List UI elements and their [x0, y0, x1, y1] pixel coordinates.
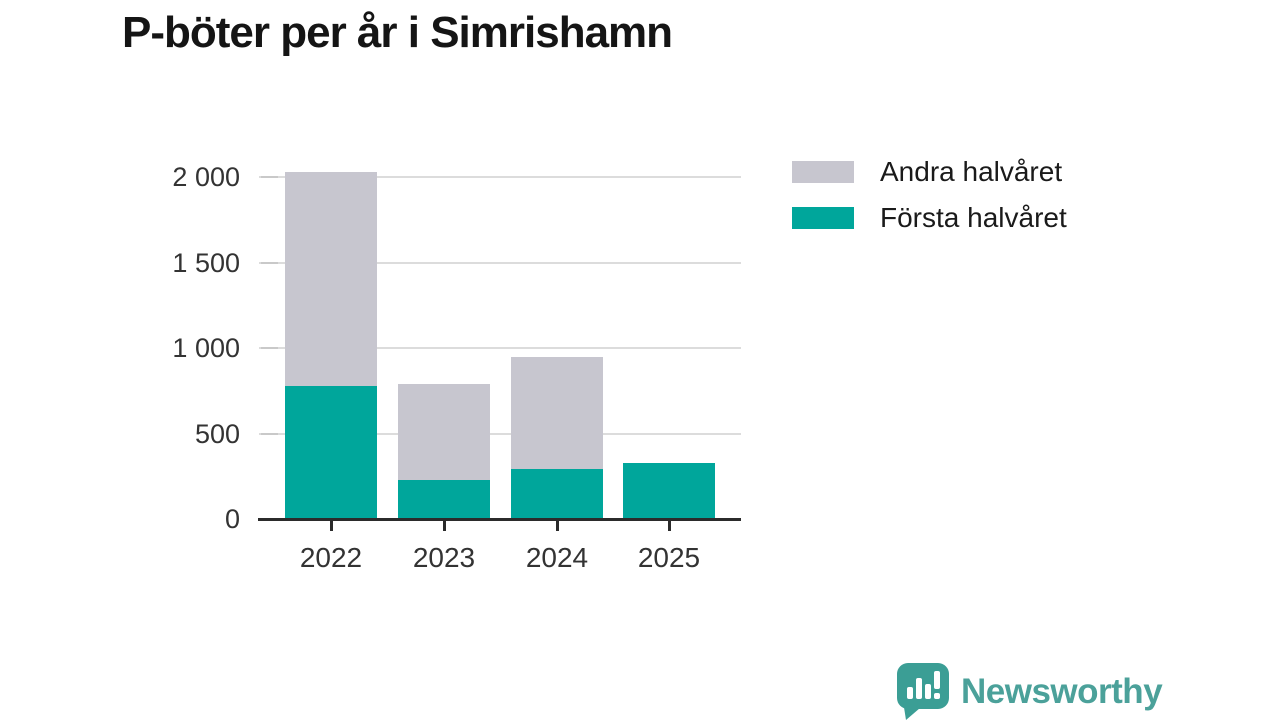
- bar-segment-2024: [511, 469, 603, 519]
- gridline: [259, 347, 741, 349]
- y-tick-label: 500: [194, 418, 240, 449]
- branding: Newsworthy: [897, 663, 1163, 720]
- bar-segment-2023: [398, 479, 490, 519]
- x-axis-tick: [668, 519, 671, 531]
- x-tick-label: 2025: [637, 542, 701, 573]
- bar-segment-2025: [623, 462, 715, 519]
- bar-segment-2022: [285, 385, 377, 519]
- brand-wordmark: Newsworthy: [961, 671, 1163, 711]
- x-tick-label: 2024: [525, 542, 589, 573]
- y-axis-tick: [261, 176, 278, 178]
- x-axis-tick: [556, 519, 559, 531]
- gridline: [259, 432, 741, 435]
- legend-swatch: [792, 207, 854, 229]
- chart-title: P-böter per år i Simrishamn: [122, 8, 673, 57]
- bar-segment-2024: [511, 357, 603, 470]
- y-tick-label: 1 000: [172, 333, 240, 363]
- legend-label: Första halvåret: [880, 202, 1067, 233]
- x-axis-tick: [330, 519, 333, 531]
- y-axis-tick: [261, 261, 278, 264]
- legend-item-forsta: Första halvåret: [792, 195, 1067, 241]
- bar-segment-2023: [398, 383, 490, 480]
- legend-item-andra: Andra halvåret: [792, 149, 1067, 195]
- legend-label: Andra halvåret: [880, 156, 1063, 187]
- gridline: [259, 261, 741, 264]
- legend-swatch: [792, 161, 854, 183]
- y-axis-tick: [261, 347, 278, 349]
- x-axis-tick: [443, 519, 446, 531]
- x-tick-label: 2022: [299, 542, 363, 573]
- gridline: [259, 176, 741, 178]
- x-axis-line: [258, 518, 741, 521]
- y-axis-tick: [261, 432, 278, 435]
- legend: Andra halvåret Första halvåret: [792, 149, 1067, 241]
- y-tick-label: 1 500: [172, 247, 240, 278]
- x-tick-label: 2023: [412, 542, 476, 573]
- y-tick-label: 2 000: [172, 162, 240, 192]
- y-tick-label: 0: [224, 504, 240, 534]
- newsworthy-logo-icon: [897, 663, 949, 720]
- bar-segment-2022: [285, 171, 377, 386]
